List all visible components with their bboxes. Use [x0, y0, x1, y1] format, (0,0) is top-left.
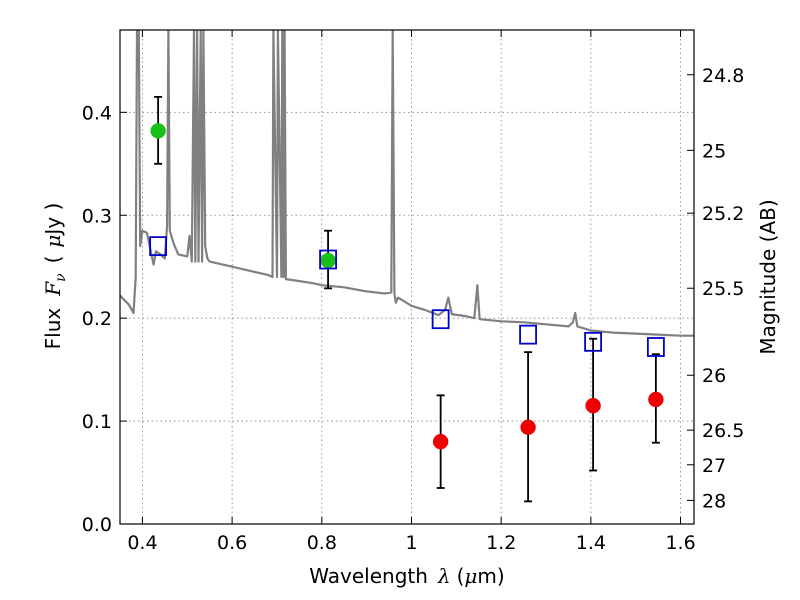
x-label-unit-rest: m) [477, 564, 504, 588]
marker-layer [149, 95, 665, 503]
y-tick-label: 0.4 [82, 102, 112, 124]
plot-frame [119, 29, 695, 525]
y2-tick-label: 26 [702, 365, 726, 387]
x-label-symbol: λ [437, 564, 451, 588]
x-label-unit-open: ( [457, 564, 465, 588]
model-point [646, 337, 665, 357]
y2-tick-label: 25.2 [702, 203, 744, 225]
y-label-subscript: ν [53, 273, 69, 282]
x-tick-label: 1.4 [576, 532, 606, 554]
ticks: 0.4 0.6 0.8 1 1.2 1.4 1.6 0.0 0.1 0.2 0.3 0.4 24.8 25… [82, 30, 744, 554]
model-point [319, 249, 337, 270]
spectrum-line [120, 30, 694, 337]
y-label-unit-rest: Jy ) [41, 203, 65, 237]
x-tick-label: 0.8 [307, 532, 337, 554]
data-point [520, 419, 536, 436]
x-tick-label: 1.6 [665, 532, 695, 554]
model-point [149, 236, 168, 257]
y2-tick-label: 27 [702, 455, 726, 477]
data-point [432, 433, 449, 450]
spectrum-layer [120, 30, 694, 337]
x-tick-label: 1.2 [486, 532, 516, 554]
grid [120, 30, 694, 525]
x-tick-label: 1 [405, 532, 417, 554]
y2-tick-label: 28 [702, 490, 726, 512]
y-tick-label: 0.3 [82, 205, 112, 227]
y-label-symbol: F [41, 281, 65, 297]
y2-tick-label: 24.8 [702, 65, 744, 87]
data-point [648, 391, 664, 408]
x-axis-label: Wavelength λ (μm) [309, 564, 504, 588]
y-label-unit-mu: μ [41, 235, 65, 248]
x-label-prefix: Wavelength [309, 564, 428, 588]
x-label-unit-mu: μ [464, 564, 477, 588]
y2-tick-label: 25 [702, 140, 726, 162]
data-point [585, 397, 601, 414]
y-label-prefix: Flux [41, 308, 65, 350]
y-tick-label: 0.2 [82, 308, 112, 330]
data-point [150, 123, 166, 139]
model-point [519, 324, 537, 345]
plot-area [120, 30, 694, 524]
data-point [320, 252, 336, 269]
y2-axis-label: Magnitude (AB) [756, 199, 780, 354]
model-point [584, 331, 603, 352]
y-tick-label: 0.0 [82, 514, 112, 536]
model-point [431, 309, 450, 330]
y2-tick-label: 25.5 [702, 278, 744, 300]
y-label-unit-open: ( [41, 256, 65, 264]
x-tick-label: 0.6 [217, 532, 247, 554]
y-tick-label: 0.1 [82, 411, 112, 433]
x-tick-label: 0.4 [127, 532, 157, 554]
y2-tick-label: 26.5 [702, 420, 744, 442]
y-axis-label: Flux Fν ( μJy ) [41, 203, 69, 350]
